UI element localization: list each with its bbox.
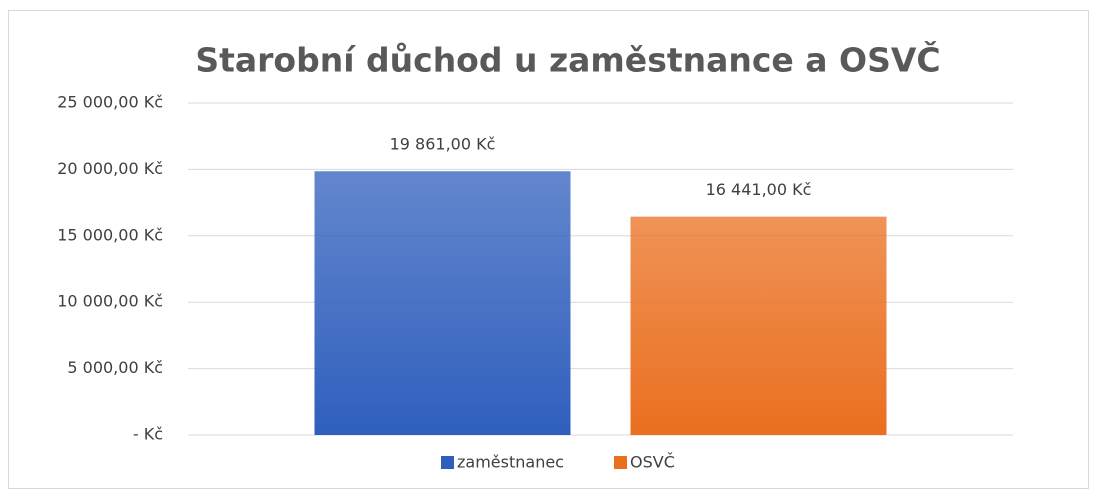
y-tick-label: - Kč	[133, 425, 163, 444]
y-tick-label: 15 000,00 Kč	[57, 225, 163, 244]
legend-label: zaměstnanec	[457, 453, 564, 472]
legend-swatch	[441, 456, 454, 469]
data-label: 19 861,00 Kč	[390, 135, 496, 154]
y-tick-label: 20 000,00 Kč	[57, 159, 163, 178]
data-label: 16 441,00 Kč	[706, 180, 812, 199]
chart-title: Starobní důchod u zaměstnance a OSVČ	[195, 40, 940, 80]
y-tick-label: 25 000,00 Kč	[57, 93, 163, 112]
y-tick-label: 5 000,00 Kč	[67, 358, 163, 377]
bar	[630, 216, 887, 435]
y-tick-label: 10 000,00 Kč	[57, 292, 163, 311]
legend-label: OSVČ	[630, 453, 675, 472]
bar	[314, 171, 571, 436]
legend-swatch	[614, 456, 627, 469]
